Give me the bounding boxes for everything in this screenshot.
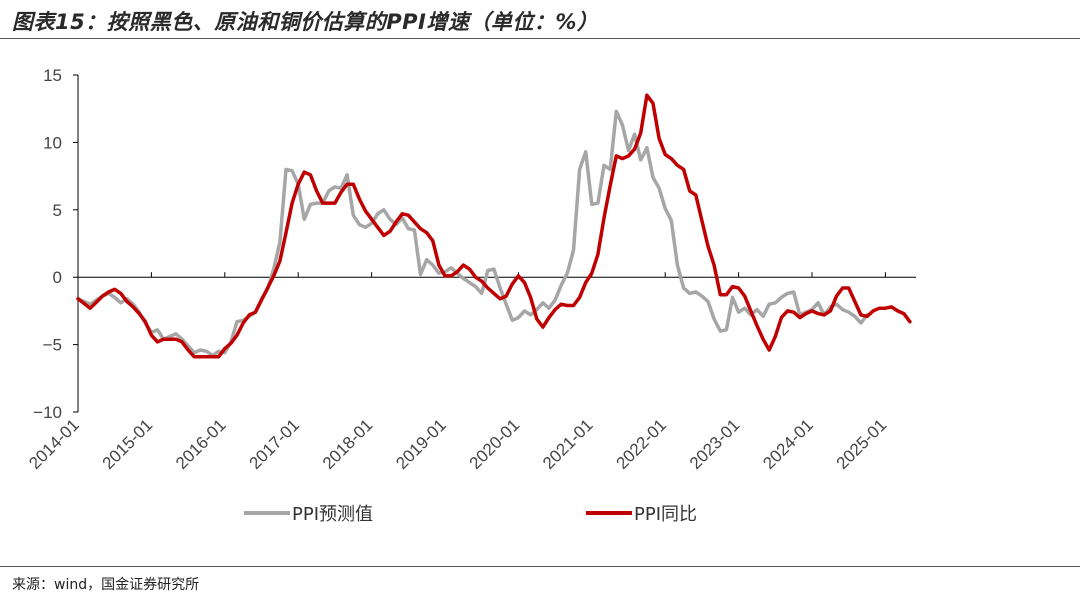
legend: PPI预测值 PPI同比 xyxy=(244,504,697,525)
series-layer xyxy=(76,93,912,359)
x-tick-label: 2023-01 xyxy=(686,415,744,473)
y-tick-label: −5 xyxy=(43,336,62,355)
series-line-forecast xyxy=(76,109,869,358)
chart-title: 图表15：按照黑色、原油和铜价估算的PPI增速（单位：%） xyxy=(12,10,599,34)
bottom-rule xyxy=(0,566,1080,567)
x-tick-label: 2017-01 xyxy=(245,415,303,473)
x-tick-label: 2024-01 xyxy=(759,415,817,473)
y-tick-label: 0 xyxy=(53,268,62,287)
y-tick-label: 10 xyxy=(43,133,62,152)
x-tick-label: 2019-01 xyxy=(392,415,450,473)
x-tick-label: 2022-01 xyxy=(612,415,670,473)
x-tick-label: 2025-01 xyxy=(833,415,891,473)
y-tick-label: 15 xyxy=(43,66,62,85)
y-tick-label: −10 xyxy=(33,403,62,422)
series-line-actual xyxy=(76,93,912,359)
x-tick-label: 2016-01 xyxy=(172,415,230,473)
legend-label-forecast: PPI预测值 xyxy=(292,504,373,525)
y-tick-label: 5 xyxy=(53,201,62,220)
x-tick-label: 2014-01 xyxy=(25,415,83,473)
top-rule xyxy=(0,38,1080,39)
legend-label-actual: PPI同比 xyxy=(634,504,697,525)
x-tick-label: 2015-01 xyxy=(99,415,157,473)
source-note: 来源：wind，国金证券研究所 xyxy=(12,577,200,593)
x-tick-label: 2021-01 xyxy=(539,415,597,473)
x-tick-label: 2020-01 xyxy=(466,415,524,473)
x-tick-label: 2018-01 xyxy=(319,415,377,473)
